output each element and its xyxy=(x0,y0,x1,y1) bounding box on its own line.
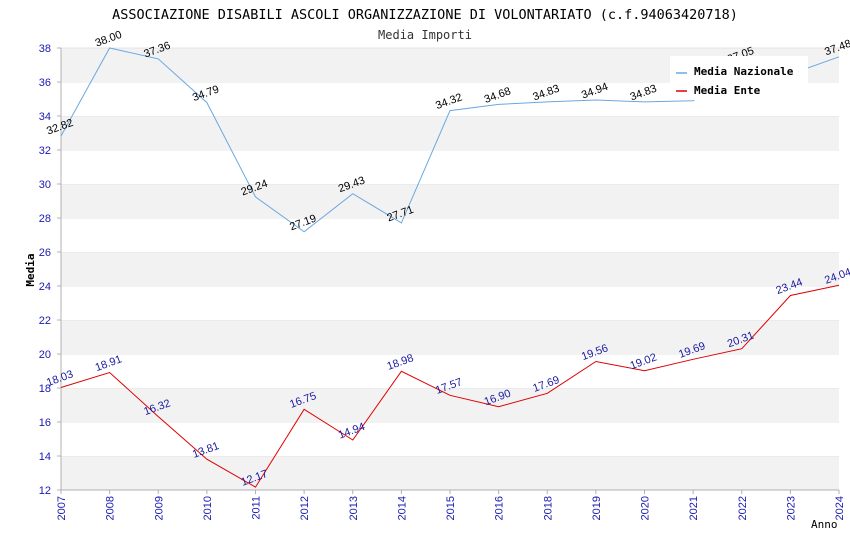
x-tick-label: 2013 xyxy=(348,496,360,520)
x-tick-label: 2012 xyxy=(299,496,311,520)
y-tick-label: 34 xyxy=(39,111,51,123)
grid-bands xyxy=(61,47,839,490)
grid-band xyxy=(61,388,839,422)
legend-box xyxy=(670,56,808,100)
grid-band xyxy=(61,456,839,490)
x-tick-label: 2022 xyxy=(737,496,749,520)
axes xyxy=(57,47,840,494)
x-tick-label: 2010 xyxy=(202,496,214,520)
x-tick-label: 2009 xyxy=(153,496,165,520)
x-tick-label: 2015 xyxy=(445,496,457,520)
grid-band xyxy=(61,354,839,388)
x-tick-label: 2014 xyxy=(396,496,408,520)
grid-band xyxy=(61,286,839,320)
y-tick-label: 30 xyxy=(39,179,51,191)
data-label: 38.00 xyxy=(94,29,124,50)
x-tick-label: 2021 xyxy=(688,496,700,520)
x-tick-label: 2011 xyxy=(251,496,263,520)
grid-band xyxy=(61,116,839,150)
y-tick-label: 24 xyxy=(39,281,51,293)
y-tick-label: 36 xyxy=(39,77,51,89)
x-tick-label: 2008 xyxy=(105,496,117,520)
x-tick-labels: 2007 2008 2009 2010 2011 2012 2013 2014 2015 2016… xyxy=(56,496,846,520)
chart-subtitle: Media Importi xyxy=(378,28,472,42)
y-tick-label: 28 xyxy=(39,213,51,225)
grid-band xyxy=(61,252,839,286)
y-tick-label: 38 xyxy=(39,43,51,55)
legend: Media Nazionale Media Ente xyxy=(670,56,808,100)
chart-title: ASSOCIAZIONE DISABILI ASCOLI ORGANIZZAZI… xyxy=(112,7,738,23)
y-tick-labels: 12 14 16 18 20 22 24 26 28 30 32 34 36 38 xyxy=(39,43,51,497)
x-axis-label: Anno xyxy=(811,518,838,531)
grid-band xyxy=(61,184,839,218)
y-tick-label: 26 xyxy=(39,247,51,259)
x-tick-label: 2007 xyxy=(56,496,68,520)
legend-label-ente: Media Ente xyxy=(694,84,761,97)
y-tick-label: 32 xyxy=(39,145,51,157)
y-tick-label: 16 xyxy=(39,417,51,429)
y-tick-label: 22 xyxy=(39,315,51,327)
grid-band xyxy=(61,218,839,252)
x-tick-label: 2020 xyxy=(640,496,652,520)
legend-label-nazionale: Media Nazionale xyxy=(694,65,794,78)
x-tick-label: 2024 xyxy=(834,496,846,520)
x-tick-label: 2018 xyxy=(542,496,554,520)
y-tick-label: 20 xyxy=(39,349,51,361)
y-axis-label: Media xyxy=(24,253,37,286)
x-tick-label: 2016 xyxy=(494,496,506,520)
grid-band xyxy=(61,320,839,354)
x-tick-label: 2019 xyxy=(591,496,603,520)
y-tick-label: 18 xyxy=(39,383,51,395)
grid-band xyxy=(61,150,839,184)
series-line xyxy=(60,284,840,488)
grid-band xyxy=(61,422,839,456)
x-tick-label: 2023 xyxy=(785,496,797,520)
y-tick-label: 14 xyxy=(39,451,51,463)
y-tick-label: 12 xyxy=(39,485,51,497)
